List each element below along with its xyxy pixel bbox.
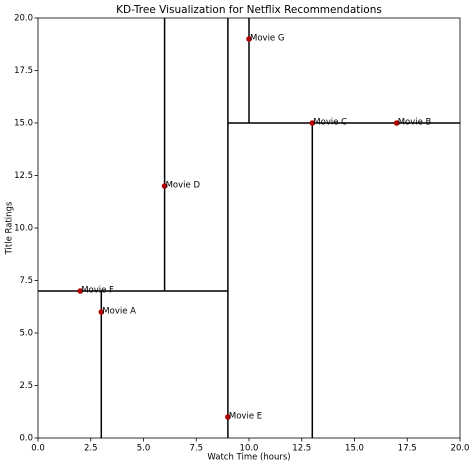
y-tick-label: 15.0 [14,119,33,129]
chart-title: KD-Tree Visualization for Netflix Recomm… [116,4,382,16]
y-axis-label: Title Ratings [5,201,15,255]
point-label: Movie B [398,118,432,128]
x-axis-label: Watch Time (hours) [207,453,290,463]
point-label: Movie C [313,118,347,128]
y-tick-label: 5.0 [19,329,33,339]
y-tick-label: 0.0 [19,434,33,444]
y-tick-label: 2.5 [19,381,33,391]
point-label: Movie D [166,181,201,191]
x-tick-label: 10.0 [240,444,259,454]
x-tick-label: 5.0 [137,444,151,454]
x-tick-label: 0.0 [31,444,45,454]
point [98,309,105,315]
point [393,120,400,126]
point [77,288,83,294]
x-tick-label: 12.5 [292,444,311,454]
x-tick-label: 7.5 [189,444,203,454]
x-tick-label: 15.0 [345,444,364,454]
y-tick-label: 17.5 [14,66,33,76]
x-tick-label: 20.0 [451,444,470,454]
point [161,183,168,189]
y-tick-label: 10.0 [14,224,33,234]
y-tick-label: 20.0 [14,14,33,24]
point-label: Movie F [81,286,114,296]
point [246,36,252,42]
x-tick-label: 17.5 [398,444,417,454]
point-label: Movie E [229,412,262,422]
point-label: Movie G [250,34,284,44]
plot-frame [37,17,461,439]
x-tick-label: 2.5 [84,444,98,454]
point [309,120,316,126]
point [225,414,231,420]
point-label: Movie A [102,307,136,317]
y-tick-label: 7.5 [19,276,33,286]
y-tick-label: 12.5 [14,171,33,181]
